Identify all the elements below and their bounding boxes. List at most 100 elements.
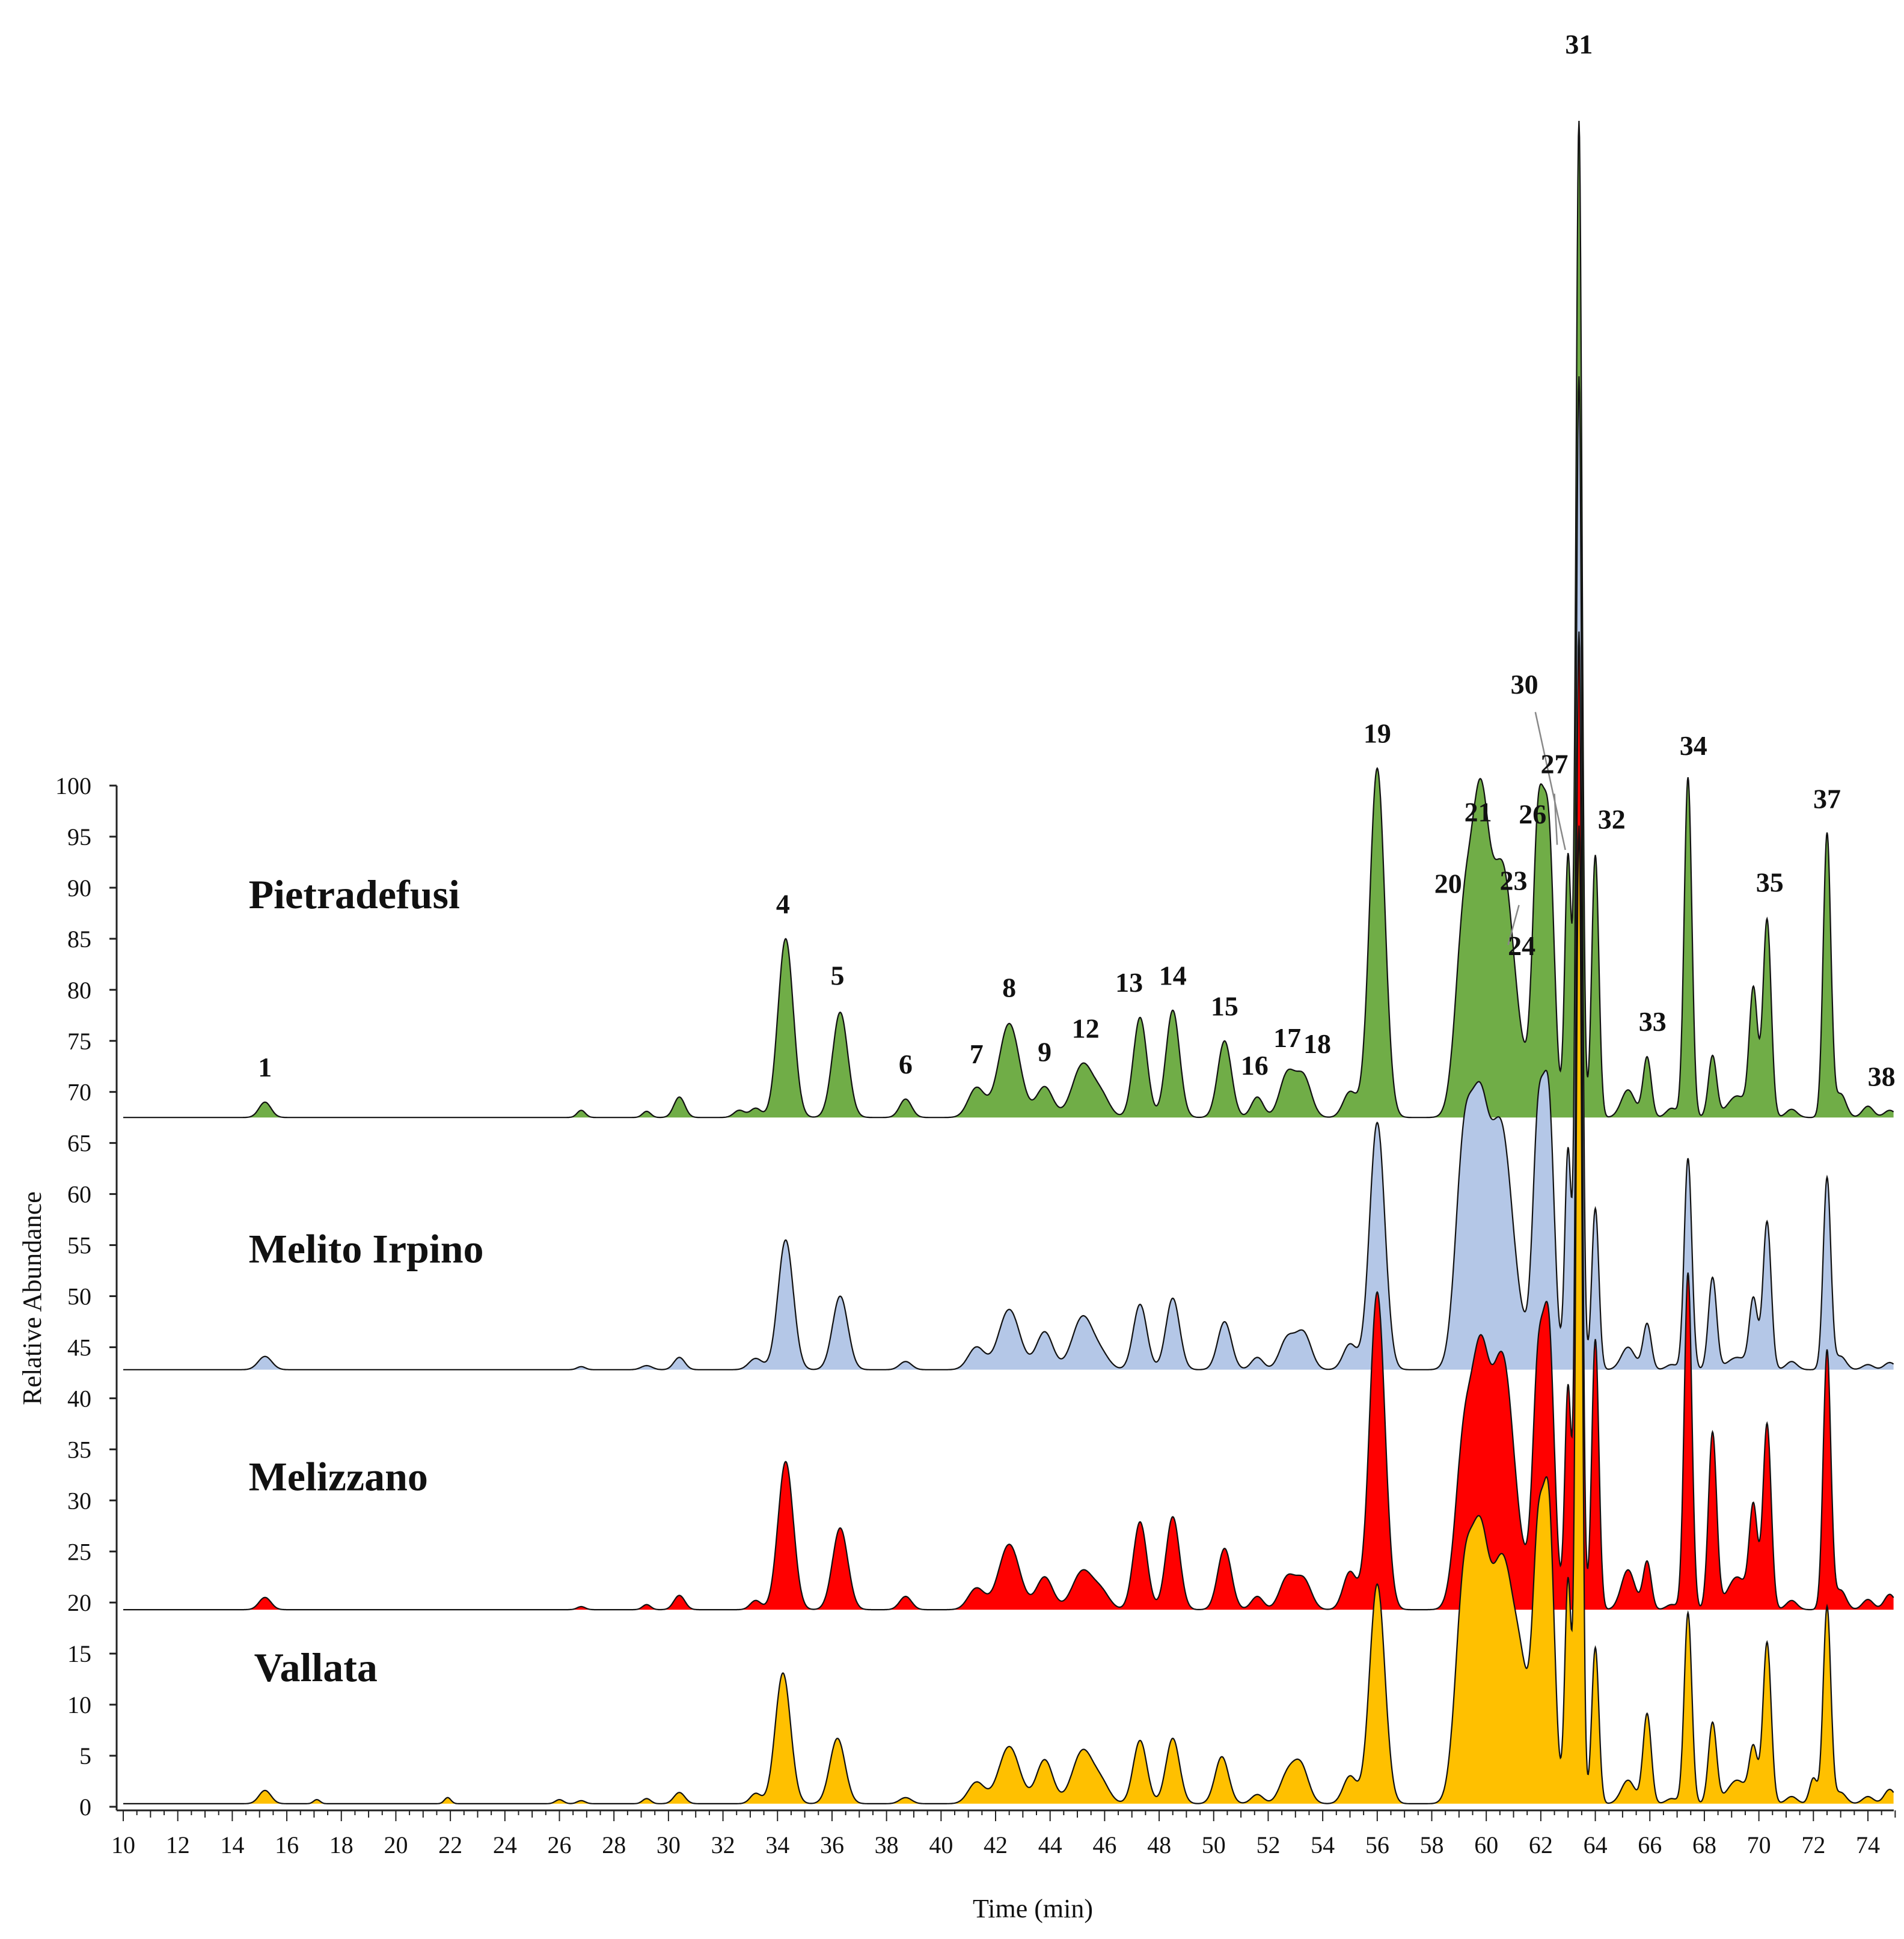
peak-label: 6 xyxy=(899,1049,913,1079)
peak-label: 9 xyxy=(1038,1037,1051,1067)
trace-line-pietradefusi xyxy=(123,120,1894,1119)
x-tick-label: 70 xyxy=(1747,1831,1771,1858)
x-tick-label: 48 xyxy=(1147,1831,1171,1858)
x-tick-label: 22 xyxy=(438,1831,462,1858)
x-tick-label: 10 xyxy=(111,1831,135,1858)
y-tick-label: 60 xyxy=(67,1181,91,1208)
peak-label: 20 xyxy=(1434,868,1462,899)
x-tick-label: 24 xyxy=(493,1831,517,1858)
x-tick-label: 56 xyxy=(1365,1831,1389,1858)
trace-line-vallata xyxy=(123,825,1894,1804)
y-tick-label: 25 xyxy=(67,1538,91,1565)
x-tick-label: 40 xyxy=(929,1831,953,1858)
x-tick-label: 14 xyxy=(220,1831,244,1858)
x-tick-label: 64 xyxy=(1584,1831,1608,1858)
peak-label: 35 xyxy=(1756,867,1784,898)
y-tick-label: 75 xyxy=(67,1028,91,1055)
x-tick-label: 44 xyxy=(1038,1831,1062,1858)
peak-label: 16 xyxy=(1241,1050,1269,1081)
y-tick-label: 10 xyxy=(67,1691,91,1718)
y-tick-label: 95 xyxy=(67,823,91,850)
y-tick-label: 5 xyxy=(79,1742,91,1770)
x-tick-label: 34 xyxy=(765,1831,789,1858)
peak-label: 7 xyxy=(970,1039,984,1069)
x-tick-label: 54 xyxy=(1311,1831,1335,1858)
y-tick-label: 35 xyxy=(67,1436,91,1463)
x-tick-label: 68 xyxy=(1692,1831,1716,1858)
x-tick-label: 52 xyxy=(1256,1831,1280,1858)
trace-line-melito-irpino xyxy=(123,376,1894,1370)
sample-label-melito-irpino: Melito Irpino xyxy=(249,1226,484,1271)
x-tick-label: 20 xyxy=(384,1831,408,1858)
x-axis-title: Time (min) xyxy=(973,1894,1093,1923)
callout-line xyxy=(1534,712,1566,850)
peak-label: 8 xyxy=(1002,973,1016,1003)
axes xyxy=(115,786,1894,1812)
sample-label-pietradefusi: Pietradefusi xyxy=(249,872,460,917)
x-axis-ticks: 10 12 14 16 18 20 22 24 26 28 30 32 34 36 38 40 42 44 46 48… xyxy=(111,1810,1896,1858)
peak-label: 14 xyxy=(1159,960,1187,991)
x-tick-label: 32 xyxy=(711,1831,735,1858)
x-tick-label: 26 xyxy=(548,1831,572,1858)
x-tick-label: 36 xyxy=(820,1831,844,1858)
y-tick-label: 100 xyxy=(55,772,91,799)
y-tick-label: 20 xyxy=(67,1589,91,1616)
peak-label: 32 xyxy=(1598,804,1626,834)
y-tick-label: 90 xyxy=(67,875,91,902)
sample-labels: Pietradefusi Melito Irpino Melizzano Vallat… xyxy=(249,872,484,1690)
x-tick-label: 62 xyxy=(1529,1831,1553,1858)
trace-fill-pietradefusi xyxy=(123,121,1894,1118)
x-tick-label: 38 xyxy=(875,1831,899,1858)
peak-label: 15 xyxy=(1211,991,1238,1021)
x-tick-label: 60 xyxy=(1474,1831,1498,1858)
x-tick-label: 66 xyxy=(1638,1831,1662,1858)
y-tick-label: 0 xyxy=(79,1794,91,1821)
y-tick-label: 85 xyxy=(67,926,91,953)
x-tick-label: 12 xyxy=(166,1831,190,1858)
peak-label: 23 xyxy=(1500,865,1528,896)
peak-label: 19 xyxy=(1364,718,1391,749)
x-tick-label: 46 xyxy=(1092,1831,1116,1858)
y-tick-label: 65 xyxy=(67,1130,91,1157)
peak-label: 13 xyxy=(1115,967,1143,998)
peak-label: 31 xyxy=(1565,29,1593,60)
sample-label-vallata: Vallata xyxy=(254,1644,378,1690)
peak-label: 27 xyxy=(1541,749,1569,780)
peak-label: 18 xyxy=(1303,1028,1331,1059)
peak-label: 38 xyxy=(1868,1061,1896,1092)
x-tick-label: 16 xyxy=(275,1831,299,1858)
peak-label: 21 xyxy=(1465,796,1492,827)
peak-label: 1 xyxy=(258,1052,272,1082)
x-tick-label: 72 xyxy=(1801,1831,1825,1858)
trace-line-melizzano xyxy=(123,631,1894,1611)
peak-callout-lines xyxy=(1507,712,1566,945)
chromatogram-traces xyxy=(123,120,1894,1804)
x-tick-label: 42 xyxy=(984,1831,1008,1858)
y-tick-label: 45 xyxy=(67,1334,91,1361)
peak-label: 34 xyxy=(1680,730,1707,761)
callout-line xyxy=(1507,905,1520,945)
y-tick-label: 30 xyxy=(67,1487,91,1514)
peak-label: 5 xyxy=(831,960,845,991)
peak-label: 37 xyxy=(1813,783,1841,814)
x-tick-label: 28 xyxy=(602,1831,626,1858)
y-tick-label: 80 xyxy=(67,977,91,1004)
peak-label: 12 xyxy=(1072,1013,1100,1044)
y-tick-label: 15 xyxy=(67,1640,91,1667)
y-tick-label: 40 xyxy=(67,1385,91,1412)
x-tick-label: 18 xyxy=(329,1831,354,1858)
x-tick-label: 30 xyxy=(657,1831,681,1858)
y-tick-label: 70 xyxy=(67,1079,91,1106)
x-tick-label: 50 xyxy=(1202,1831,1226,1858)
x-tick-label: 74 xyxy=(1856,1831,1880,1858)
peak-label: 26 xyxy=(1519,799,1546,829)
peak-label: 4 xyxy=(776,888,790,919)
y-tick-label: 50 xyxy=(67,1283,91,1310)
x-tick-label: 58 xyxy=(1420,1831,1444,1858)
y-axis-ticks: 0 5 10 15 20 25 30 35 40 45 50 55 60 65 70 75 80 85 90 95 10… xyxy=(55,772,117,1821)
y-tick-label: 55 xyxy=(67,1232,91,1259)
peak-label: 24 xyxy=(1508,930,1535,961)
y-axis-title: Relative Abundance xyxy=(17,1191,47,1405)
sample-label-melizzano: Melizzano xyxy=(249,1453,428,1499)
